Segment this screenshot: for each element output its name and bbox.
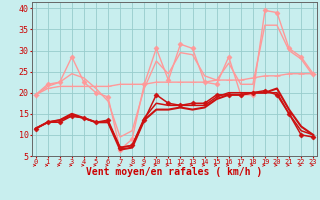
X-axis label: Vent moyen/en rafales ( km/h ): Vent moyen/en rafales ( km/h ) xyxy=(86,167,262,177)
